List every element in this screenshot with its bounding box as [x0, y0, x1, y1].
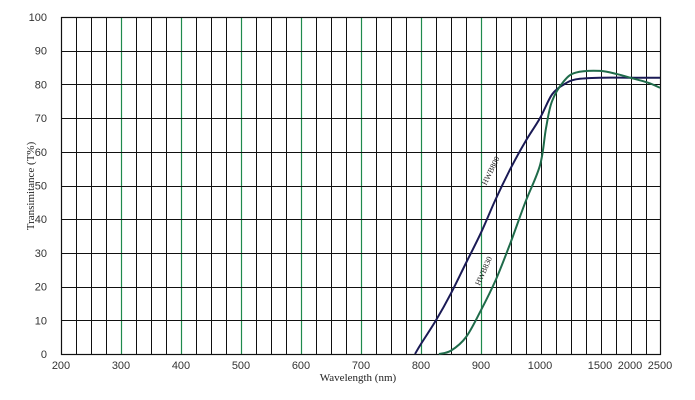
x-tick-label: 1000 — [528, 360, 552, 372]
curve-label-hwb800: HWB800 — [480, 155, 502, 187]
y-tick-label: 20 — [35, 282, 47, 294]
x-tick-label: 300 — [112, 360, 130, 372]
x-tick-label: 500 — [232, 360, 250, 372]
y-tick-label: 100 — [29, 12, 47, 24]
x-tick-label: 400 — [172, 360, 190, 372]
x-tick-labels: 200 300 400 500 600 700 800 900 1000 1500 2000 2500 — [52, 360, 672, 372]
grid — [61, 17, 660, 355]
series-line-hwb800 — [414, 76, 660, 355]
y-tick-labels: 0 10 20 30 40 50 60 70 80 90 100 — [29, 12, 47, 361]
curve-label-hwb830: HWB830 — [473, 255, 494, 287]
x-tick-label: 2500 — [648, 360, 672, 372]
y-tick-label: 80 — [35, 79, 47, 91]
y-tick-label: 70 — [35, 113, 47, 125]
x-tick-label: 1500 — [588, 360, 612, 372]
x-tick-label: 200 — [52, 360, 70, 372]
plot-border — [60, 16, 662, 356]
y-tick-label: 0 — [41, 349, 47, 361]
y-tick-label: 50 — [35, 181, 47, 193]
y-tick-label: 90 — [35, 46, 47, 58]
y-tick-label: 40 — [35, 214, 47, 226]
x-axis-label: Wavelength (nm) — [320, 372, 397, 384]
x-tick-label: 800 — [412, 360, 430, 372]
series-group — [414, 69, 661, 355]
y-axis-label: Transimitance (T%) — [25, 141, 37, 230]
x-tick-label: 2000 — [618, 360, 642, 372]
y-tick-label: 10 — [35, 315, 47, 327]
curve-labels: HWB800 HWB830 — [473, 155, 501, 287]
y-tick-label: 30 — [35, 248, 47, 260]
series-line-hwb830 — [438, 69, 661, 355]
plot-frame — [60, 16, 662, 356]
x-tick-label: 600 — [292, 360, 310, 372]
x-tick-label: 900 — [472, 360, 490, 372]
y-tick-label: 60 — [35, 147, 47, 159]
x-tick-label: 700 — [352, 360, 370, 372]
